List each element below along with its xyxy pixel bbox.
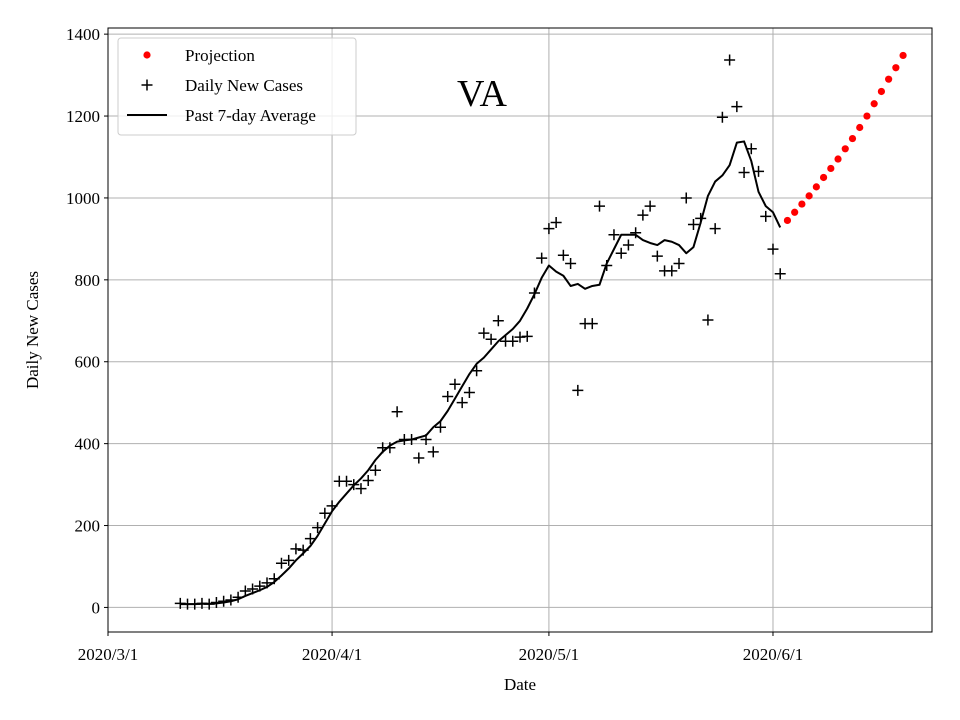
projection-point xyxy=(856,123,864,132)
case-marker xyxy=(615,247,627,259)
case-marker xyxy=(485,333,497,345)
case-marker xyxy=(594,200,606,212)
x-tick-label: 2020/6/1 xyxy=(743,645,803,664)
legend: Projection Daily New Cases Past 7-day Aver… xyxy=(117,37,357,136)
case-marker xyxy=(637,209,649,221)
x-axis-label: Date xyxy=(504,675,536,694)
case-marker xyxy=(456,397,468,409)
average-line xyxy=(180,140,782,606)
x-tick-label: 2020/5/1 xyxy=(519,645,579,664)
case-marker xyxy=(290,543,302,555)
projection-point xyxy=(834,155,842,163)
case-marker xyxy=(478,327,490,339)
case-marker xyxy=(521,330,533,342)
case-marker xyxy=(283,554,295,566)
case-marker xyxy=(275,557,287,569)
case-marker xyxy=(463,386,475,398)
projection-point xyxy=(791,208,799,216)
case-marker xyxy=(673,257,685,269)
case-marker xyxy=(492,315,504,327)
case-marker xyxy=(572,384,584,396)
projection-point xyxy=(827,164,835,173)
case-marker xyxy=(550,217,562,229)
projection-point xyxy=(783,216,792,225)
plot-frame xyxy=(107,27,933,633)
case-marker xyxy=(760,210,772,222)
case-marker xyxy=(362,474,374,486)
legend-label: Projection xyxy=(185,46,255,65)
case-marker xyxy=(666,265,678,277)
y-tick-label: 600 xyxy=(75,353,101,372)
case-marker xyxy=(644,200,656,212)
case-marker xyxy=(341,475,353,487)
case-marker xyxy=(767,243,779,255)
case-marker xyxy=(536,252,548,264)
y-tick-label: 1200 xyxy=(66,107,100,126)
case-marker xyxy=(753,165,765,177)
projection-point xyxy=(870,100,878,108)
case-marker xyxy=(738,167,750,179)
case-marker xyxy=(716,111,728,123)
y-tick-label: 1000 xyxy=(66,189,100,208)
y-tick-label: 1400 xyxy=(66,25,100,44)
case-marker xyxy=(507,335,519,347)
case-marker xyxy=(449,378,461,390)
case-marker xyxy=(630,227,642,239)
case-marker xyxy=(651,250,663,262)
projection-point xyxy=(798,200,806,208)
legend-marker xyxy=(141,79,153,91)
projection-point xyxy=(877,87,886,96)
projection-point xyxy=(892,64,900,72)
legend-box xyxy=(117,37,357,136)
case-marker xyxy=(355,483,367,495)
legend-label: Daily New Cases xyxy=(185,76,303,95)
legend-marker xyxy=(143,51,151,59)
x-tick-label: 2020/4/1 xyxy=(302,645,362,664)
projection-point xyxy=(863,112,871,120)
legend-label: Past 7-day Average xyxy=(185,106,316,125)
y-tick-label: 400 xyxy=(75,435,101,454)
projection-point xyxy=(812,183,820,191)
projection-point xyxy=(885,75,893,83)
y-axis-label: Daily New Cases xyxy=(23,271,42,389)
case-marker xyxy=(471,365,483,377)
projection-point xyxy=(819,173,828,182)
projection-point xyxy=(841,145,849,153)
case-marker xyxy=(442,391,454,403)
y-tick-label: 200 xyxy=(75,517,101,536)
y-tick-label: 0 xyxy=(92,598,101,617)
case-marker xyxy=(369,464,381,476)
x-tick-label: 2020/3/1 xyxy=(78,645,138,664)
case-marker xyxy=(514,331,526,343)
case-marker xyxy=(319,507,331,519)
case-marker xyxy=(586,318,598,330)
case-marker xyxy=(702,314,714,326)
projection-point xyxy=(899,51,907,60)
case-marker xyxy=(543,223,555,235)
case-marker xyxy=(774,268,786,280)
case-marker xyxy=(680,192,692,204)
case-marker xyxy=(608,229,620,241)
case-marker xyxy=(427,446,439,458)
case-marker xyxy=(391,406,403,418)
case-marker xyxy=(724,54,736,66)
case-marker xyxy=(622,239,634,251)
case-marker xyxy=(731,101,743,113)
projection-point xyxy=(848,134,857,143)
case-marker xyxy=(565,257,577,269)
annotation: VA xyxy=(457,73,508,115)
case-marker xyxy=(434,421,446,433)
y-tick-label: 800 xyxy=(75,271,101,290)
case-marker xyxy=(709,223,721,235)
case-marker xyxy=(687,219,699,231)
projection-point xyxy=(805,192,813,200)
case-marker xyxy=(413,452,425,464)
case-marker xyxy=(304,533,316,545)
case-marker xyxy=(557,249,569,261)
case-marker xyxy=(239,585,251,597)
